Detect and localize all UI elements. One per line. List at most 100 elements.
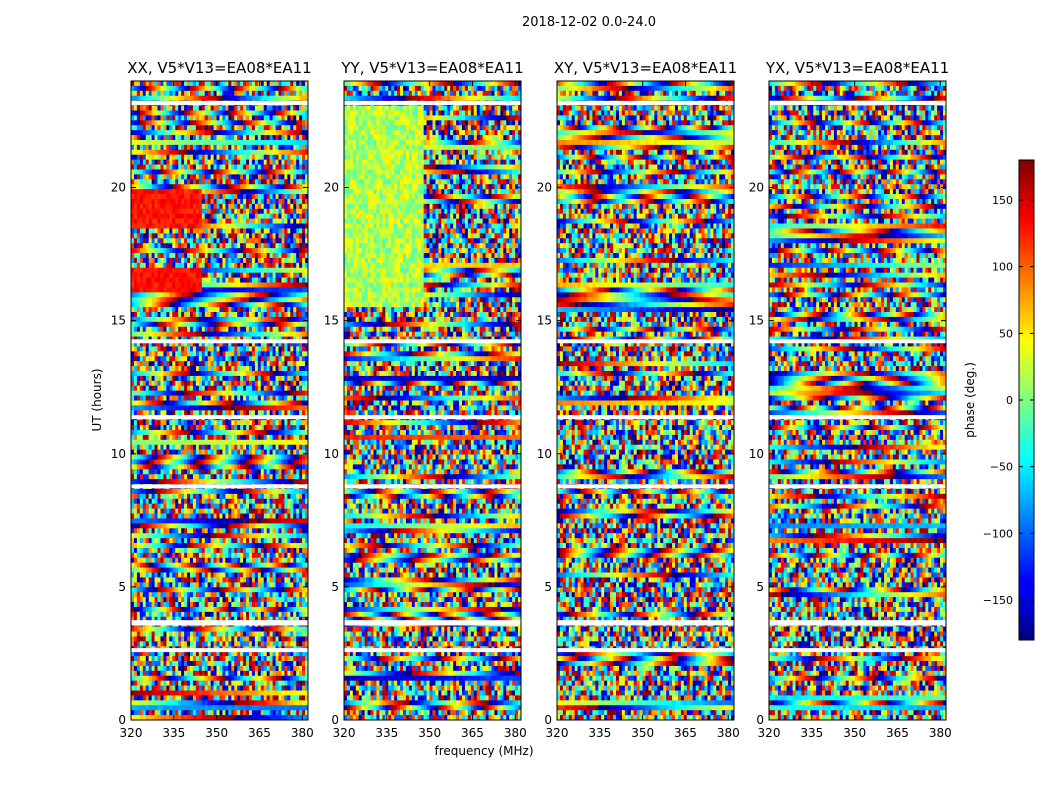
heatmap-cell — [152, 405, 155, 410]
heatmap-cell — [249, 445, 252, 450]
heatmap-cell — [166, 459, 169, 464]
heatmap-cell — [279, 130, 282, 135]
heatmap-cell — [228, 81, 231, 86]
heatmap-cell — [243, 479, 246, 484]
heatmap-cell — [158, 317, 161, 322]
heatmap-cell — [134, 455, 137, 460]
heatmap-cell — [290, 346, 293, 351]
heatmap-cell — [146, 278, 149, 283]
heatmap-cell — [234, 228, 237, 233]
heatmap-cell — [255, 425, 258, 430]
heatmap-cell — [196, 317, 199, 322]
heatmap-cell — [181, 194, 184, 199]
heatmap-cell — [296, 145, 299, 150]
heatmap-cell — [261, 209, 264, 214]
heatmap-cell — [270, 425, 273, 430]
heatmap-cell — [217, 420, 220, 425]
heatmap-cell — [284, 430, 287, 435]
heatmap-cell — [214, 209, 217, 214]
heatmap-cell — [267, 317, 270, 322]
heatmap-cell — [184, 268, 187, 273]
heatmap-cell — [279, 283, 282, 288]
heatmap-cell — [140, 204, 143, 209]
heatmap-cell — [279, 115, 282, 120]
heatmap-cell — [228, 86, 231, 91]
heatmap-cell — [220, 401, 223, 406]
heatmap-cell — [237, 150, 240, 155]
heatmap-cell — [205, 199, 208, 204]
heatmap-cell — [258, 228, 261, 233]
heatmap-cell — [205, 459, 208, 464]
heatmap-cell — [220, 287, 223, 292]
heatmap-cell — [267, 86, 270, 91]
heatmap-cell — [169, 179, 172, 184]
heatmap-cell — [163, 307, 166, 312]
heatmap-cell — [228, 445, 231, 450]
heatmap-cell — [214, 297, 217, 302]
heatmap-cell — [208, 145, 211, 150]
heatmap-cell — [187, 469, 190, 474]
heatmap-cell — [296, 356, 299, 361]
heatmap-cell — [273, 263, 276, 268]
heatmap-cell — [155, 273, 158, 278]
heatmap-cell — [146, 224, 149, 229]
heatmap-cell — [255, 312, 258, 317]
panel-xx: XX, V5*V13=EA08*EA11320 335 350 365 38005101… — [111, 59, 314, 740]
heatmap-cell — [255, 120, 258, 125]
heatmap-cell — [143, 150, 146, 155]
heatmap-cell — [261, 464, 264, 469]
heatmap-cell — [270, 283, 273, 288]
heatmap-cell — [276, 440, 279, 445]
heatmap-cell — [222, 91, 225, 96]
heatmap-cell — [161, 391, 164, 396]
heatmap-cell — [258, 469, 261, 474]
heatmap-cell — [184, 86, 187, 91]
heatmap-cell — [217, 145, 220, 150]
heatmap-cell — [287, 401, 290, 406]
heatmap-cell — [220, 391, 223, 396]
heatmap-cell — [211, 189, 214, 194]
heatmap-cell — [193, 243, 196, 248]
heatmap-cell — [208, 115, 211, 120]
heatmap-cell — [267, 238, 270, 243]
heatmap-cell — [211, 332, 214, 337]
heatmap-cell — [205, 135, 208, 140]
heatmap-cell — [296, 297, 299, 302]
heatmap-cell — [175, 361, 178, 366]
heatmap-cell — [190, 214, 193, 219]
heatmap-cell — [202, 120, 205, 125]
heatmap-cell — [225, 135, 228, 140]
heatmap-cell — [243, 356, 246, 361]
heatmap-cell — [302, 140, 305, 145]
heatmap-cell — [237, 292, 240, 297]
heatmap-cell — [270, 160, 273, 165]
heatmap-cell — [190, 455, 193, 460]
heatmap-cell — [166, 474, 169, 479]
heatmap-cell — [264, 135, 267, 140]
heatmap-cell — [190, 346, 193, 351]
heatmap-cell — [249, 317, 252, 322]
heatmap-cell — [228, 381, 231, 386]
heatmap-cell — [293, 425, 296, 430]
heatmap-cell — [296, 455, 299, 460]
heatmap-cell — [155, 81, 158, 86]
heatmap-cell — [199, 455, 202, 460]
heatmap-cell — [211, 322, 214, 327]
heatmap-cell — [178, 219, 181, 224]
heatmap-cell — [255, 248, 258, 253]
heatmap-cell — [284, 366, 287, 371]
heatmap-cell — [178, 91, 181, 96]
heatmap-cell — [243, 140, 246, 145]
heatmap-cell — [152, 366, 155, 371]
heatmap-cell — [287, 332, 290, 337]
heatmap-cell — [166, 464, 169, 469]
heatmap-cell — [290, 312, 293, 317]
heatmap-cell — [255, 258, 258, 263]
heatmap-cell — [240, 169, 243, 174]
heatmap-cell — [208, 130, 211, 135]
heatmap-cell — [143, 297, 146, 302]
heatmap-cell — [184, 130, 187, 135]
heatmap-cell — [249, 327, 252, 332]
heatmap-cell — [231, 405, 234, 410]
heatmap-cell — [205, 160, 208, 165]
